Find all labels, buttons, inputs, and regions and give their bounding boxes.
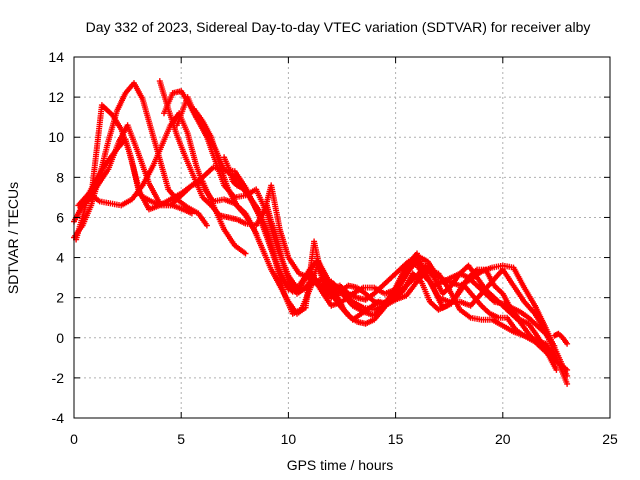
- series-track-12: [551, 330, 571, 347]
- data-point-markers: [221, 154, 558, 349]
- y-tick-label: 4: [56, 250, 64, 266]
- x-tick-label: 20: [495, 431, 511, 447]
- series-track-7: [161, 88, 571, 373]
- x-tick-label: 0: [70, 431, 78, 447]
- y-tick-label: 2: [56, 290, 64, 306]
- y-tick-label: 8: [56, 169, 64, 185]
- data-point-markers: [73, 122, 571, 379]
- data-point-markers: [191, 106, 560, 373]
- y-axis-label: SDTVAR / TECUs: [5, 182, 21, 294]
- data-point-markers: [551, 330, 571, 347]
- data-point-markers: [161, 88, 571, 373]
- y-tick-label: -2: [52, 370, 65, 386]
- grid-lines: [74, 57, 610, 418]
- chart-title: Day 332 of 2023, Sidereal Day-to-day VTE…: [86, 19, 591, 35]
- data-points: [71, 78, 571, 387]
- axis-ticks: 0 5 10 15 20 25 -4 -2 0 2 4 6 8 10 12 14: [48, 49, 618, 447]
- series-track-6: [156, 78, 571, 387]
- x-tick-label: 15: [388, 431, 404, 447]
- x-tick-label: 5: [177, 431, 185, 447]
- series-track-11: [221, 154, 558, 349]
- series-track-9: [191, 106, 560, 373]
- plot-frame: [73, 56, 611, 419]
- data-point-markers: [156, 78, 571, 387]
- y-tick-label: 10: [48, 129, 64, 145]
- series-track-5: [73, 122, 571, 379]
- y-tick-label: 12: [48, 89, 64, 105]
- x-axis-label: GPS time / hours: [287, 457, 394, 473]
- y-tick-label: 0: [56, 330, 64, 346]
- y-tick-label: -4: [52, 410, 65, 426]
- y-tick-label: 6: [56, 209, 64, 225]
- x-tick-label: 10: [281, 431, 297, 447]
- x-tick-label: 25: [602, 431, 618, 447]
- y-tick-label: 14: [48, 49, 64, 65]
